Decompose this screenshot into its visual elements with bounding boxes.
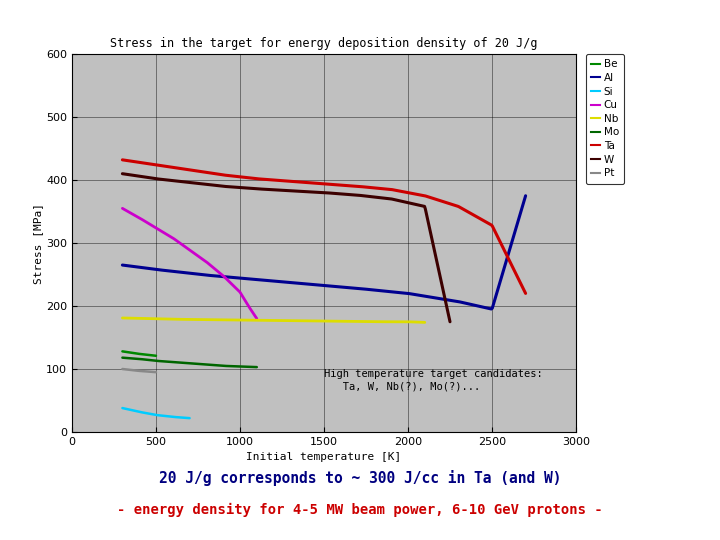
Title: Stress in the target for energy deposition density of 20 J/g: Stress in the target for energy depositi… [110,37,538,50]
Text: 20 J/g corresponds to ~ 300 J/cc in Ta (and W): 20 J/g corresponds to ~ 300 J/cc in Ta (… [158,470,562,486]
Text: - energy density for 4-5 MW beam power, 6-10 GeV protons -: - energy density for 4-5 MW beam power, … [117,503,603,517]
Y-axis label: Stress [MPa]: Stress [MPa] [33,202,43,284]
Legend: Be, Al, Si, Cu, Nb, Mo, Ta, W, Pt: Be, Al, Si, Cu, Nb, Mo, Ta, W, Pt [586,54,624,184]
X-axis label: Initial temperature [K]: Initial temperature [K] [246,453,402,462]
Text: High temperature target candidates:
   Ta, W, Nb(?), Mo(?)...: High temperature target candidates: Ta, … [324,369,543,391]
